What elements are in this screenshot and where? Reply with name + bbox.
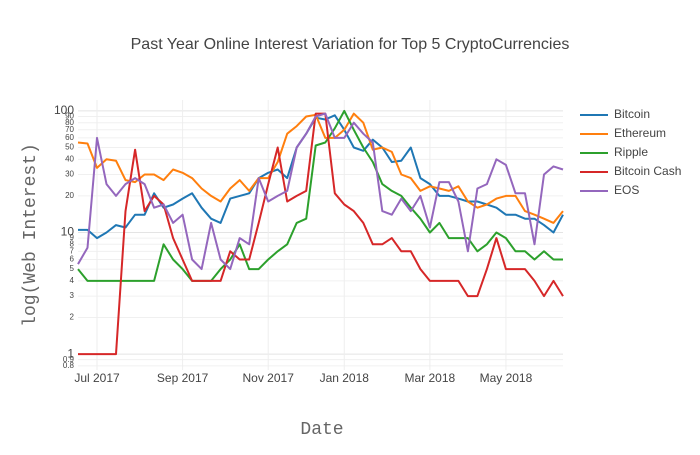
x-tick-label: Nov 2017 <box>243 371 295 385</box>
series-line <box>77 112 564 224</box>
chart-title: Past Year Online Interest Variation for … <box>131 36 570 53</box>
y-tick-label: 20 <box>65 191 74 200</box>
legend-label: Bitcoin <box>614 107 650 121</box>
x-axis-title: Date <box>300 420 343 440</box>
y-tick-label: 50 <box>65 143 74 152</box>
y-tick-label: 9 <box>70 233 75 242</box>
y-tick-label: 60 <box>65 133 74 142</box>
series-line <box>78 112 564 356</box>
x-tick-label: May 2018 <box>480 371 533 385</box>
y-tick-label: 7 <box>70 246 75 255</box>
y-tick-label: 3 <box>70 291 75 300</box>
y-tick-label: 6 <box>70 255 75 264</box>
y-tick-label: 10 <box>61 225 75 239</box>
y-tick-label: 80 <box>65 118 74 127</box>
y-tick-label: 40 <box>65 154 74 163</box>
y-tick-label: 2 <box>70 313 75 322</box>
x-tick-label: Jul 2017 <box>74 371 120 385</box>
legend-label: Bitcoin Cash <box>614 164 681 178</box>
legend-label: EOS <box>614 183 639 197</box>
grid <box>78 100 563 370</box>
legend-label: Ethereum <box>614 126 666 140</box>
y-axis-title: log(Web Interest) <box>21 143 41 327</box>
y-tick-label: 90 <box>65 112 74 121</box>
y-tick-label: 5 <box>70 264 75 273</box>
x-tick-label: Mar 2018 <box>405 371 456 385</box>
series-line <box>77 112 564 271</box>
y-tick-label: 1 <box>67 346 74 360</box>
y-tick-label: 4 <box>70 276 75 285</box>
y-tick-label: 30 <box>65 170 74 179</box>
series-line <box>77 109 563 282</box>
legend-label: Ripple <box>614 145 648 159</box>
y-tick-label: 100 <box>54 103 74 117</box>
y-tick-label: 8 <box>70 239 75 248</box>
x-tick-label: Sep 2017 <box>157 371 209 385</box>
y-tick-label: 70 <box>65 125 74 134</box>
x-tick-label: Jan 2018 <box>320 371 370 385</box>
y-tick-label: 0.9 <box>63 355 75 364</box>
y-tick-label: 0.8 <box>63 361 75 370</box>
